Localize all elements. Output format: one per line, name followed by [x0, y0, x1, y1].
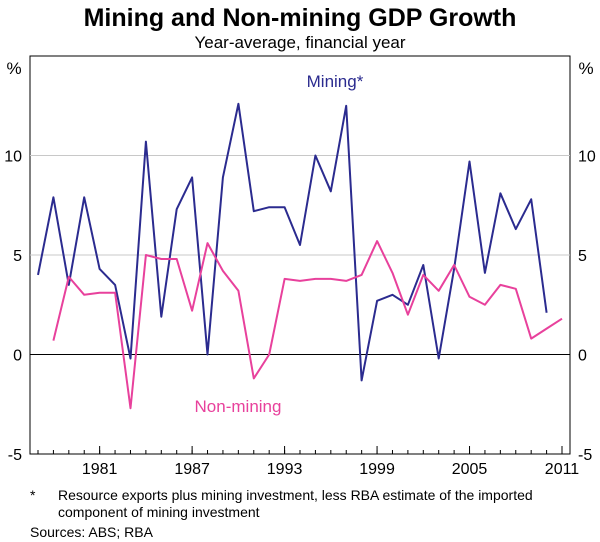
y-tick-label-right: 0: [578, 348, 587, 365]
chart-title: Mining and Non-mining GDP Growth: [84, 4, 517, 32]
y-tick-label-right: 5: [578, 248, 587, 265]
footnote-text: Resource exports plus mining investment,…: [58, 487, 533, 520]
sources-note: Sources: ABS; RBA: [30, 524, 153, 540]
series-label-non-mining: Non-mining: [195, 397, 282, 416]
footnote-marker: *: [30, 487, 36, 503]
x-tick-label: 1987: [174, 461, 210, 478]
x-tick-label: 1981: [82, 461, 118, 478]
grid: [30, 155, 570, 355]
x-tick-label: 2005: [452, 461, 488, 478]
y-tick-label-left: 5: [13, 248, 22, 265]
y-tick-label-left: -5: [8, 447, 22, 464]
series-line-mining: [37, 102, 548, 382]
y-unit-left: %: [6, 59, 21, 78]
chart-subtitle: Year-average, financial year: [194, 33, 405, 52]
series-label-mining: Mining*: [307, 72, 364, 91]
y-tick-label-right: 10: [578, 149, 596, 166]
y-tick-label-left: 10: [4, 149, 22, 166]
y-tick-label-right: -5: [578, 447, 592, 464]
x-tick-label: 1999: [359, 461, 395, 478]
x-tick-label: 2011: [545, 461, 580, 478]
y-tick-label-left: 0: [13, 348, 22, 365]
y-unit-right: %: [578, 59, 593, 78]
series-line-non-mining: [52, 240, 563, 410]
x-tick-label: 1993: [267, 461, 303, 478]
series-lines: [37, 102, 563, 410]
axis-ticks: -5 -5 0 0 5 5 10 10 1981 1987 1993 1999 2005 2011: [4, 149, 596, 479]
